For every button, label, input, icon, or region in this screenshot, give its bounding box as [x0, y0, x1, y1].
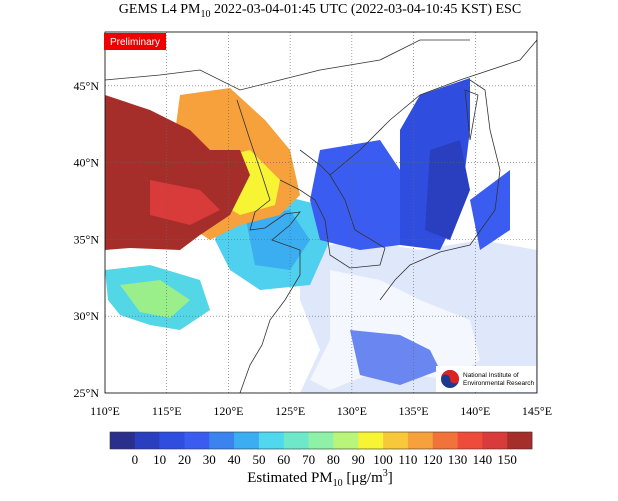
grid [105, 32, 537, 393]
field-red [150, 180, 220, 225]
y-tick-label: 45°N [74, 79, 100, 93]
colorbar-segment [234, 432, 260, 449]
coastline [329, 39, 537, 176]
colorbar-tick-label: 60 [277, 452, 290, 467]
field-blue [470, 170, 510, 250]
y-tick-label: 40°N [74, 156, 100, 170]
map-frame [104, 31, 538, 394]
colorbar-segment [432, 432, 458, 449]
y-tick-label: 25°N [74, 386, 100, 400]
colorbar-segment [283, 432, 309, 449]
colorbar-tick-label: 100 [373, 452, 393, 467]
x-tick-label: 110°E [90, 404, 120, 418]
colorbar-segment [507, 432, 533, 449]
colorbar-tick-label: 30 [203, 452, 216, 467]
badge-text: Preliminary [110, 37, 160, 48]
title-sub: 10 [200, 9, 210, 20]
colorbar-tick-label: 20 [178, 452, 191, 467]
colorbar-segment [184, 432, 210, 449]
colorbar-segment [383, 432, 409, 449]
field-green [120, 280, 190, 318]
coastline [379, 79, 501, 301]
colorbar-segment [407, 432, 434, 449]
field-darkblue [425, 140, 470, 240]
colorbar-segment [457, 432, 483, 449]
title: GEMS L4 PM10 2022-03-04-01:45 UTC (2022-… [119, 2, 521, 20]
logo-text: Environmental Research [463, 380, 535, 387]
x-tick-label: 140°E [460, 404, 490, 418]
colorbar-segment [333, 432, 359, 449]
field-cyan [245, 210, 310, 270]
colorbar-tick-label: 110 [398, 452, 417, 467]
colorbar-segment [209, 432, 235, 449]
label-sup: 3 [383, 468, 388, 479]
badge [104, 33, 166, 50]
label-text: [μg/m [343, 470, 383, 486]
colorbar-segment [258, 432, 285, 449]
colorbar-tick-label: 50 [252, 452, 265, 467]
colorbar-tick-label: 70 [302, 452, 315, 467]
x-tick-label: 135°E [399, 404, 429, 418]
colorbar-tick-label: 140 [473, 452, 493, 467]
colorbar-tick-label: 80 [327, 452, 340, 467]
colorbar-segment [308, 432, 334, 449]
map [105, 32, 537, 393]
logo-text: National Institute of [463, 372, 519, 379]
coastline [464, 89, 479, 141]
title-text: 2022-03-04-01:45 UTC (2022-03-04-10:45 K… [210, 2, 521, 17]
colorbar-segment [134, 432, 160, 449]
colorbar-segment [482, 432, 508, 449]
label-sub: 10 [333, 478, 343, 489]
label-text: ] [388, 470, 393, 486]
border [105, 39, 470, 91]
y-tick-label: 35°N [74, 232, 100, 246]
colorbar-tick-label: 90 [352, 452, 365, 467]
field-blue [350, 330, 440, 385]
x-tick-label: 115°E [152, 404, 182, 418]
label-text: Estimated PM [247, 470, 332, 486]
colorbar-tick-label: 0 [132, 452, 139, 467]
coastline [236, 99, 301, 393]
title-text: GEMS L4 PM [119, 2, 201, 17]
field-white [310, 270, 480, 390]
colorbar-tick-label: 40 [228, 452, 241, 467]
x-tick-label: 120°E [213, 404, 243, 418]
y-tick-label: 30°N [74, 309, 100, 323]
x-tick-label: 130°E [337, 404, 367, 418]
colorbar-segment [358, 432, 384, 449]
colorbar-frame [109, 431, 533, 450]
field-blue [310, 140, 400, 250]
logo-icon [441, 370, 459, 384]
colorbar: 0 10 20 30 40 50 60 70 80 90 100 110 120 130 140 150 [109, 431, 533, 467]
colorbar-tick-label: 120 [423, 452, 443, 467]
colorbar-label: Estimated PM10 [μg/m3] [247, 468, 393, 489]
x-tick-label: 125°E [275, 404, 305, 418]
colorbar-tick-label: 130 [448, 452, 468, 467]
colorbar-segment [159, 432, 185, 449]
colorbar-tick-label: 10 [153, 452, 166, 467]
x-tick-label: 145°E [522, 404, 552, 418]
colorbar-tick-label: 150 [497, 452, 517, 467]
colorbar-segment [110, 432, 136, 449]
